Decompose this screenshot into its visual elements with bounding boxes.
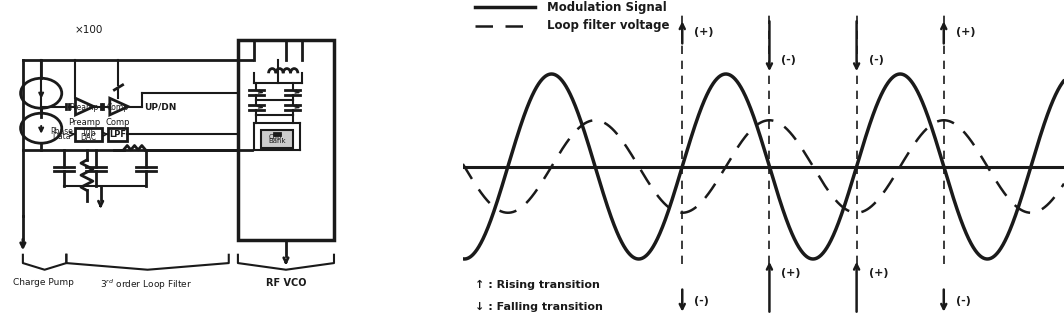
Text: (-): (-) [955, 296, 970, 306]
Text: (+): (+) [868, 268, 888, 278]
Text: Preamp: Preamp [69, 103, 99, 112]
Text: Charge Pump: Charge Pump [13, 278, 73, 287]
Text: Cap.: Cap. [269, 134, 284, 140]
Text: ↑ : Rising transition: ↑ : Rising transition [475, 280, 600, 290]
Text: (-): (-) [695, 296, 710, 306]
Text: Phase: Phase [50, 127, 73, 136]
Bar [261, 130, 293, 148]
Bar [109, 128, 127, 141]
Text: (+): (+) [781, 268, 801, 278]
Text: Comp: Comp [105, 118, 130, 127]
Text: UP/DN: UP/DN [144, 102, 177, 111]
Text: (+): (+) [695, 27, 714, 37]
Text: RF VCO: RF VCO [266, 278, 306, 288]
Bar [238, 40, 334, 240]
Text: Modulation Signal: Modulation Signal [547, 1, 667, 14]
Text: Preamp: Preamp [68, 118, 100, 127]
Text: Loop filter voltage: Loop filter voltage [547, 19, 669, 32]
Text: ↓ : Falling transition: ↓ : Falling transition [475, 302, 602, 312]
Bar [76, 128, 102, 141]
Text: Comp: Comp [107, 103, 129, 112]
Text: 10b: 10b [82, 129, 96, 138]
Text: Data: Data [52, 132, 71, 141]
Text: (+): (+) [955, 27, 976, 37]
Text: 3$^{rd}$ order Loop Filter: 3$^{rd}$ order Loop Filter [100, 278, 193, 292]
Text: Bank: Bank [268, 138, 285, 144]
Text: (-): (-) [868, 55, 883, 65]
Text: LPF: LPF [110, 130, 126, 139]
Text: DAC: DAC [81, 133, 97, 142]
Polygon shape [76, 98, 94, 115]
Text: (-): (-) [781, 55, 796, 65]
Polygon shape [110, 98, 128, 115]
Text: ×100: ×100 [76, 25, 103, 35]
